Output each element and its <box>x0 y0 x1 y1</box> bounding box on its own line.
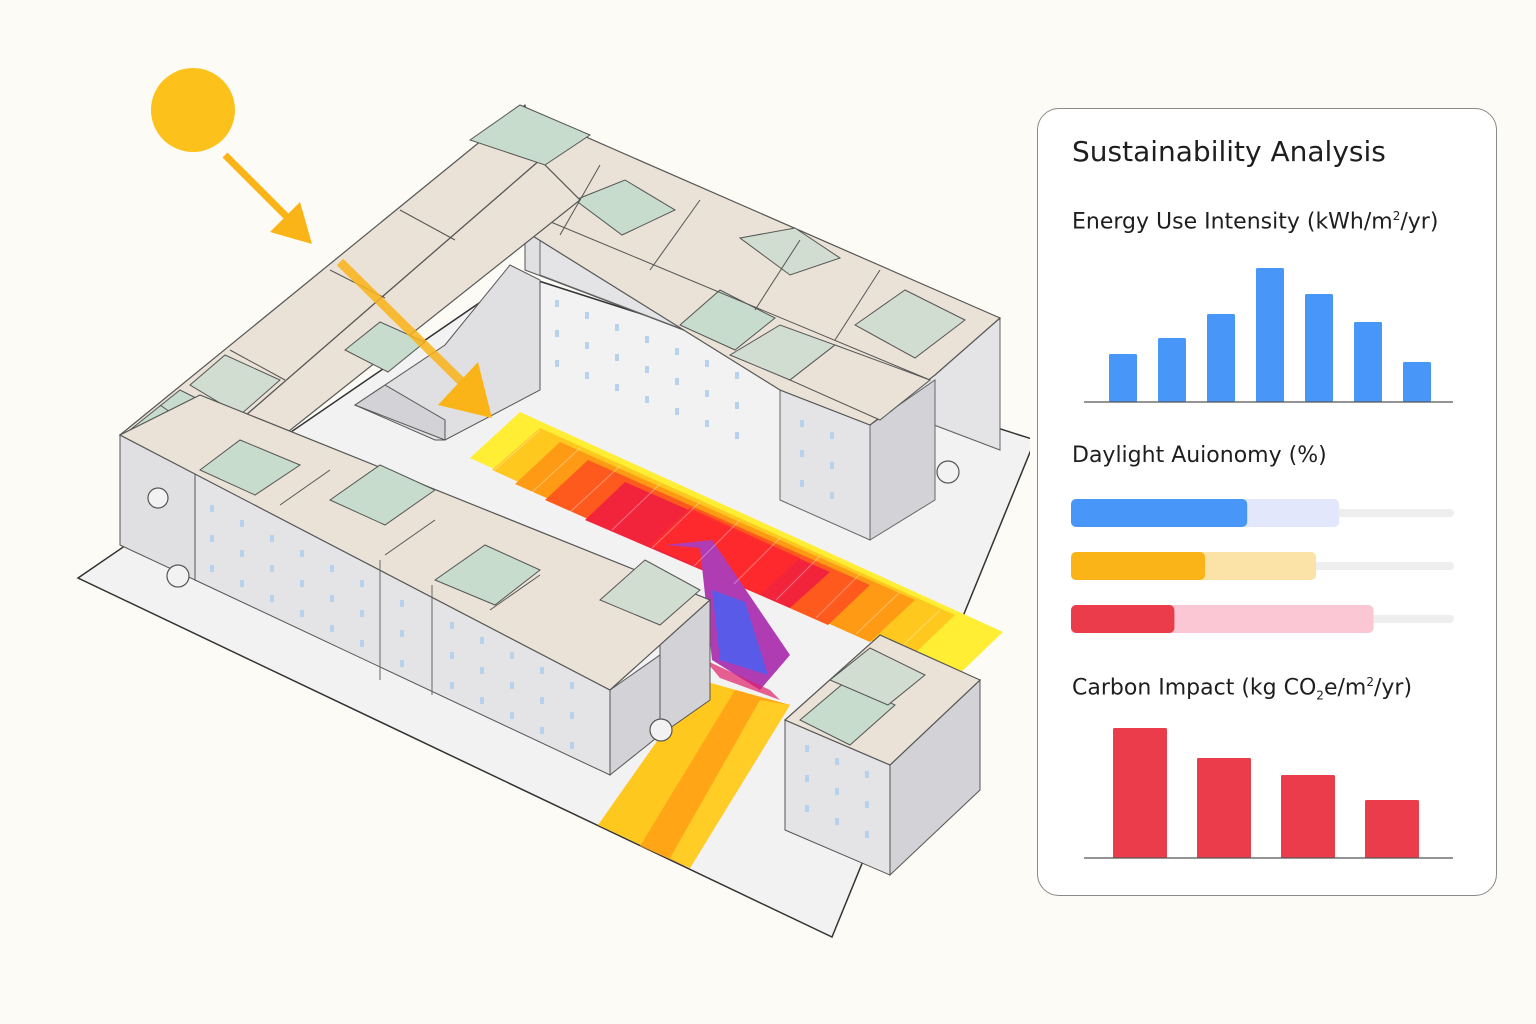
daylight-bar-3 <box>1071 605 1175 633</box>
bar-1 <box>1113 728 1167 858</box>
bar-2 <box>1158 338 1186 402</box>
bar-2 <box>1197 758 1251 858</box>
daylight-bar-1 <box>1071 499 1248 527</box>
bar-3 <box>1207 314 1235 402</box>
building-south-wing <box>118 394 712 777</box>
daylight-autonomy-chart <box>1071 499 1454 633</box>
daylight-chart-title: Daylight Auionomy (%) <box>1072 443 1327 468</box>
building-corner-tower <box>783 634 982 877</box>
bar-4 <box>1365 800 1419 858</box>
sustainability-panel: Sustainability Analysis Energy Use Inten… <box>1037 108 1497 896</box>
bar-6 <box>1354 322 1382 402</box>
sunlight-arrow-icon <box>222 152 312 244</box>
building-scene <box>76 68 1030 939</box>
bar-3 <box>1281 775 1335 858</box>
panel-title: Sustainability Analysis <box>1072 135 1386 168</box>
daylight-heatmap <box>470 412 1003 868</box>
carbon-chart-title: Carbon Impact (kg CO2e/m2/yr) <box>1072 675 1413 703</box>
bar-4 <box>1256 268 1284 402</box>
carbon-impact-chart <box>1084 728 1453 859</box>
sun-icon <box>151 68 235 152</box>
bar-1 <box>1109 354 1137 402</box>
building-inner-block <box>353 264 541 441</box>
building-north-wing <box>473 129 1002 541</box>
energy-use-chart <box>1084 268 1453 403</box>
sunlight-ray-arrow-icon <box>336 258 492 418</box>
daylight-bar-2 <box>1071 552 1206 580</box>
bar-5 <box>1305 294 1333 402</box>
bar-7 <box>1403 362 1431 402</box>
energy-chart-title: Energy Use Intensity (kWh/m2/yr) <box>1072 209 1439 235</box>
